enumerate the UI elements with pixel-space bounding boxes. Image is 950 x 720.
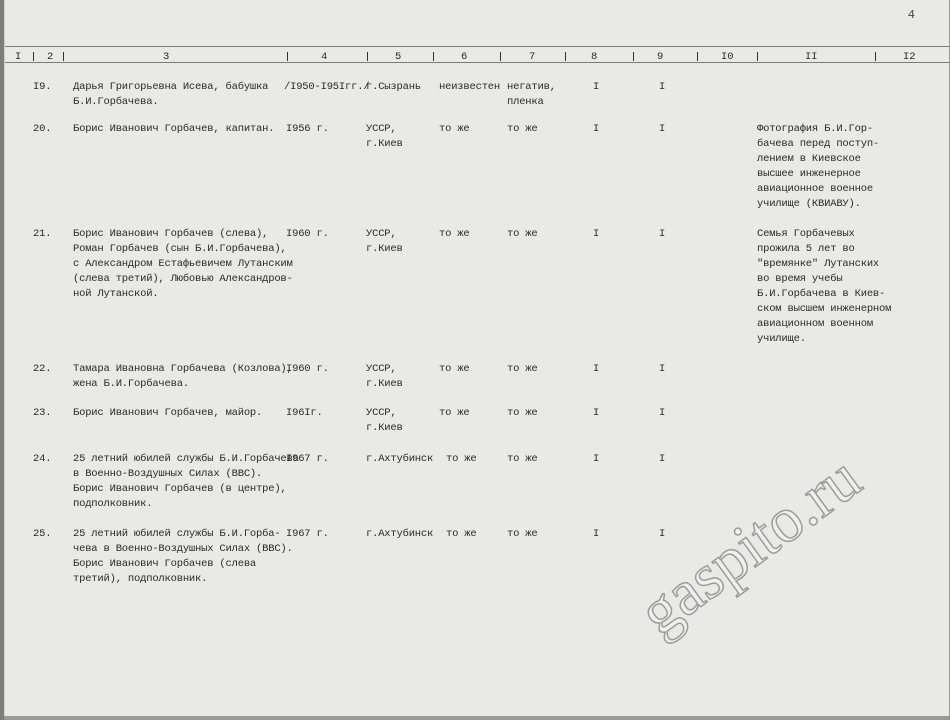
page-number: 4 [907, 8, 915, 22]
cell-c9: I [659, 228, 666, 240]
column-number: I0 [721, 51, 734, 63]
column-number: 7 [529, 51, 536, 63]
cell-date: I960 г. [286, 228, 329, 240]
cell-c8: I [593, 81, 600, 93]
column-number: 6 [461, 51, 468, 63]
cell-c9: I [659, 528, 666, 540]
cell-n: 23. [33, 407, 52, 419]
cell-n: 24. [33, 453, 52, 465]
rule [5, 62, 949, 63]
cell-place: г.Ахтубинск [366, 453, 434, 465]
cell-c6: то же [446, 453, 477, 465]
cell-c8: I [593, 453, 600, 465]
cell-desc: 25 летний юбилей службы Б.И.Горбачева в … [73, 453, 299, 510]
cell-c7: то же [507, 363, 538, 375]
cell-date: I967 г. [286, 528, 329, 540]
cell-desc: 25 летний юбилей службы Б.И.Горба- чева … [73, 528, 293, 585]
cell-c8: I [593, 363, 600, 375]
cell-c8: I [593, 123, 600, 135]
cell-n: 20. [33, 123, 52, 135]
cell-desc: Борис Иванович Горбачев, майор. [73, 407, 263, 419]
separator [367, 52, 368, 61]
cell-c9: I [659, 407, 666, 419]
separator [757, 52, 758, 61]
separator [875, 52, 876, 61]
cell-place: г.Сызрань [366, 81, 421, 93]
cell-c8: I [593, 407, 600, 419]
cell-c8: I [593, 228, 600, 240]
separator [500, 52, 501, 61]
cell-c7: негатив, пленка [507, 81, 556, 108]
column-number: II [805, 51, 818, 63]
cell-date: I960 г. [286, 363, 329, 375]
cell-n: 21. [33, 228, 52, 240]
cell-n: 22. [33, 363, 52, 375]
cell-note: Семья Горбачевых прожила 5 лет во "время… [757, 228, 892, 345]
cell-date: I967 г. [286, 453, 329, 465]
column-number: I2 [903, 51, 916, 63]
cell-c9: I [659, 363, 666, 375]
cell-c6: неизвестен [439, 81, 501, 93]
cell-c7: то же [507, 453, 538, 465]
cell-desc: Дарья Григорьевна Исева, бабушка Б.И.Гор… [73, 81, 269, 108]
cell-c8: I [593, 528, 600, 540]
cell-c6: то же [439, 407, 470, 419]
separator [697, 52, 698, 61]
separator [565, 52, 566, 61]
rule [5, 46, 949, 47]
cell-date: /I950-I95Iгг./ [284, 81, 370, 93]
column-number: 2 [47, 51, 54, 63]
column-number: I [15, 51, 22, 63]
watermark: gaspito.ru [625, 441, 874, 649]
cell-place: г.Ахтубинск [366, 528, 434, 540]
column-number: 3 [163, 51, 170, 63]
cell-c7: то же [507, 228, 538, 240]
cell-c9: I [659, 453, 666, 465]
separator [63, 52, 64, 61]
cell-place: УССР, г.Киев [366, 228, 403, 255]
cell-desc: Борис Иванович Горбачев, капитан. [73, 123, 275, 135]
column-number: 9 [657, 51, 664, 63]
separator [287, 52, 288, 61]
cell-c9: I [659, 81, 666, 93]
sheet: 4 gaspito.ru I 2 3 4 5 6 7 8 9 I0 II I2 I9. Дарья Гри… [4, 0, 949, 716]
cell-desc: Тамара Ивановна Горбачева (Козлова), жен… [73, 363, 293, 390]
separator [433, 52, 434, 61]
column-number: 4 [321, 51, 328, 63]
cell-desc: Борис Иванович Горбачев (слева), Роман Г… [73, 228, 293, 300]
cell-c6: то же [446, 528, 477, 540]
cell-note: Фотография Б.И.Гор- бачева перед поступ-… [757, 123, 880, 210]
cell-c6: то же [439, 123, 470, 135]
separator [633, 52, 634, 61]
cell-c6: то же [439, 228, 470, 240]
column-number: 8 [591, 51, 598, 63]
cell-c7: то же [507, 528, 538, 540]
cell-place: УССР, г.Киев [366, 363, 403, 390]
cell-c7: то же [507, 123, 538, 135]
cell-place: УССР, г.Киев [366, 123, 403, 150]
column-number: 5 [395, 51, 402, 63]
binding-edge [0, 0, 4, 720]
cell-date: I96Iг. [286, 407, 323, 419]
separator [33, 52, 34, 61]
cell-n: I9. [33, 81, 52, 93]
cell-c9: I [659, 123, 666, 135]
cell-c6: то же [439, 363, 470, 375]
cell-date: I956 г. [286, 123, 329, 135]
cell-c7: то же [507, 407, 538, 419]
cell-place: УССР, г.Киев [366, 407, 403, 434]
cell-n: 25. [33, 528, 52, 540]
